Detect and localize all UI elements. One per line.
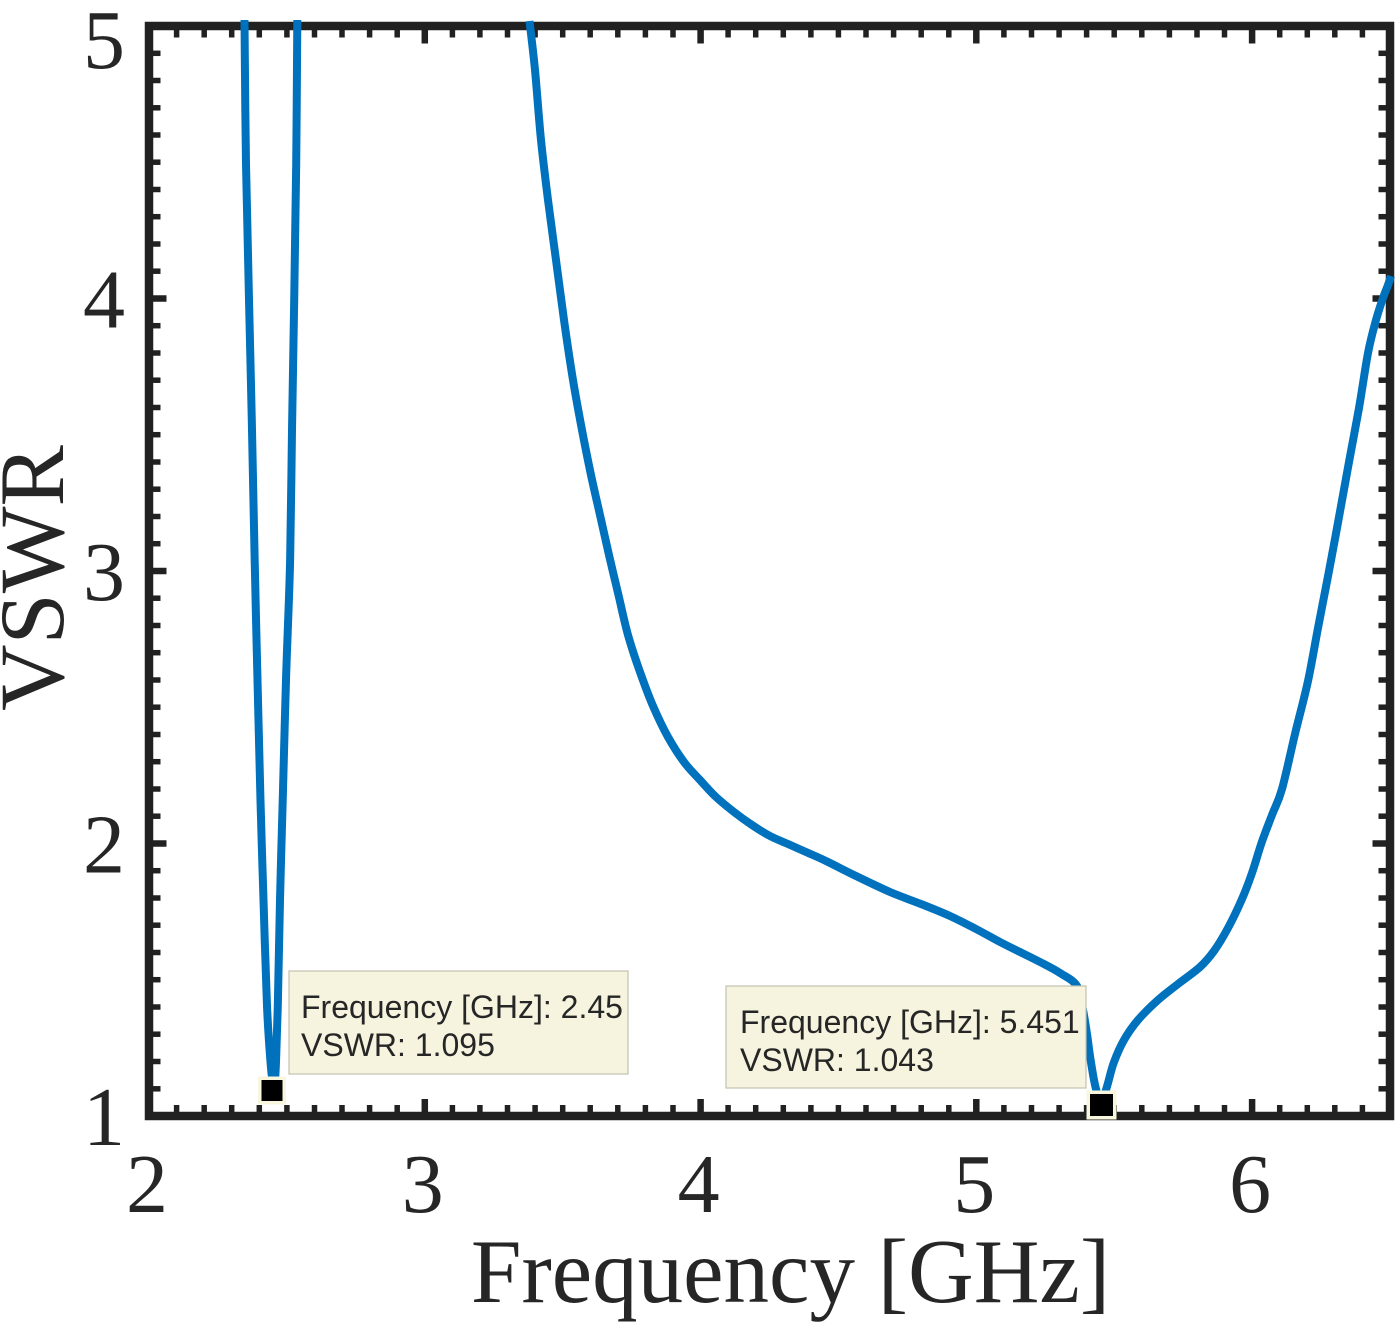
- svg-text:Frequency [GHz]: Frequency [GHz]: [471, 1221, 1110, 1322]
- svg-text:4: 4: [83, 254, 125, 347]
- svg-text:Frequency [GHz]: 2.45: Frequency [GHz]: 2.45: [301, 989, 623, 1025]
- svg-text:5: 5: [83, 0, 125, 87]
- svg-text:6: 6: [1229, 1138, 1271, 1231]
- svg-text:5: 5: [953, 1138, 995, 1231]
- svg-text:VSWR: 1.095: VSWR: 1.095: [301, 1027, 495, 1063]
- svg-text:3: 3: [402, 1138, 444, 1231]
- svg-text:3: 3: [83, 526, 125, 619]
- svg-text:VSWR: 1.043: VSWR: 1.043: [740, 1042, 934, 1078]
- svg-text:1: 1: [83, 1071, 125, 1164]
- svg-text:4: 4: [678, 1138, 720, 1231]
- svg-text:Frequency [GHz]: 5.451: Frequency [GHz]: 5.451: [740, 1004, 1080, 1040]
- svg-text:VSWR: VSWR: [0, 444, 83, 710]
- svg-text:2: 2: [83, 799, 125, 892]
- svg-text:2: 2: [126, 1138, 168, 1231]
